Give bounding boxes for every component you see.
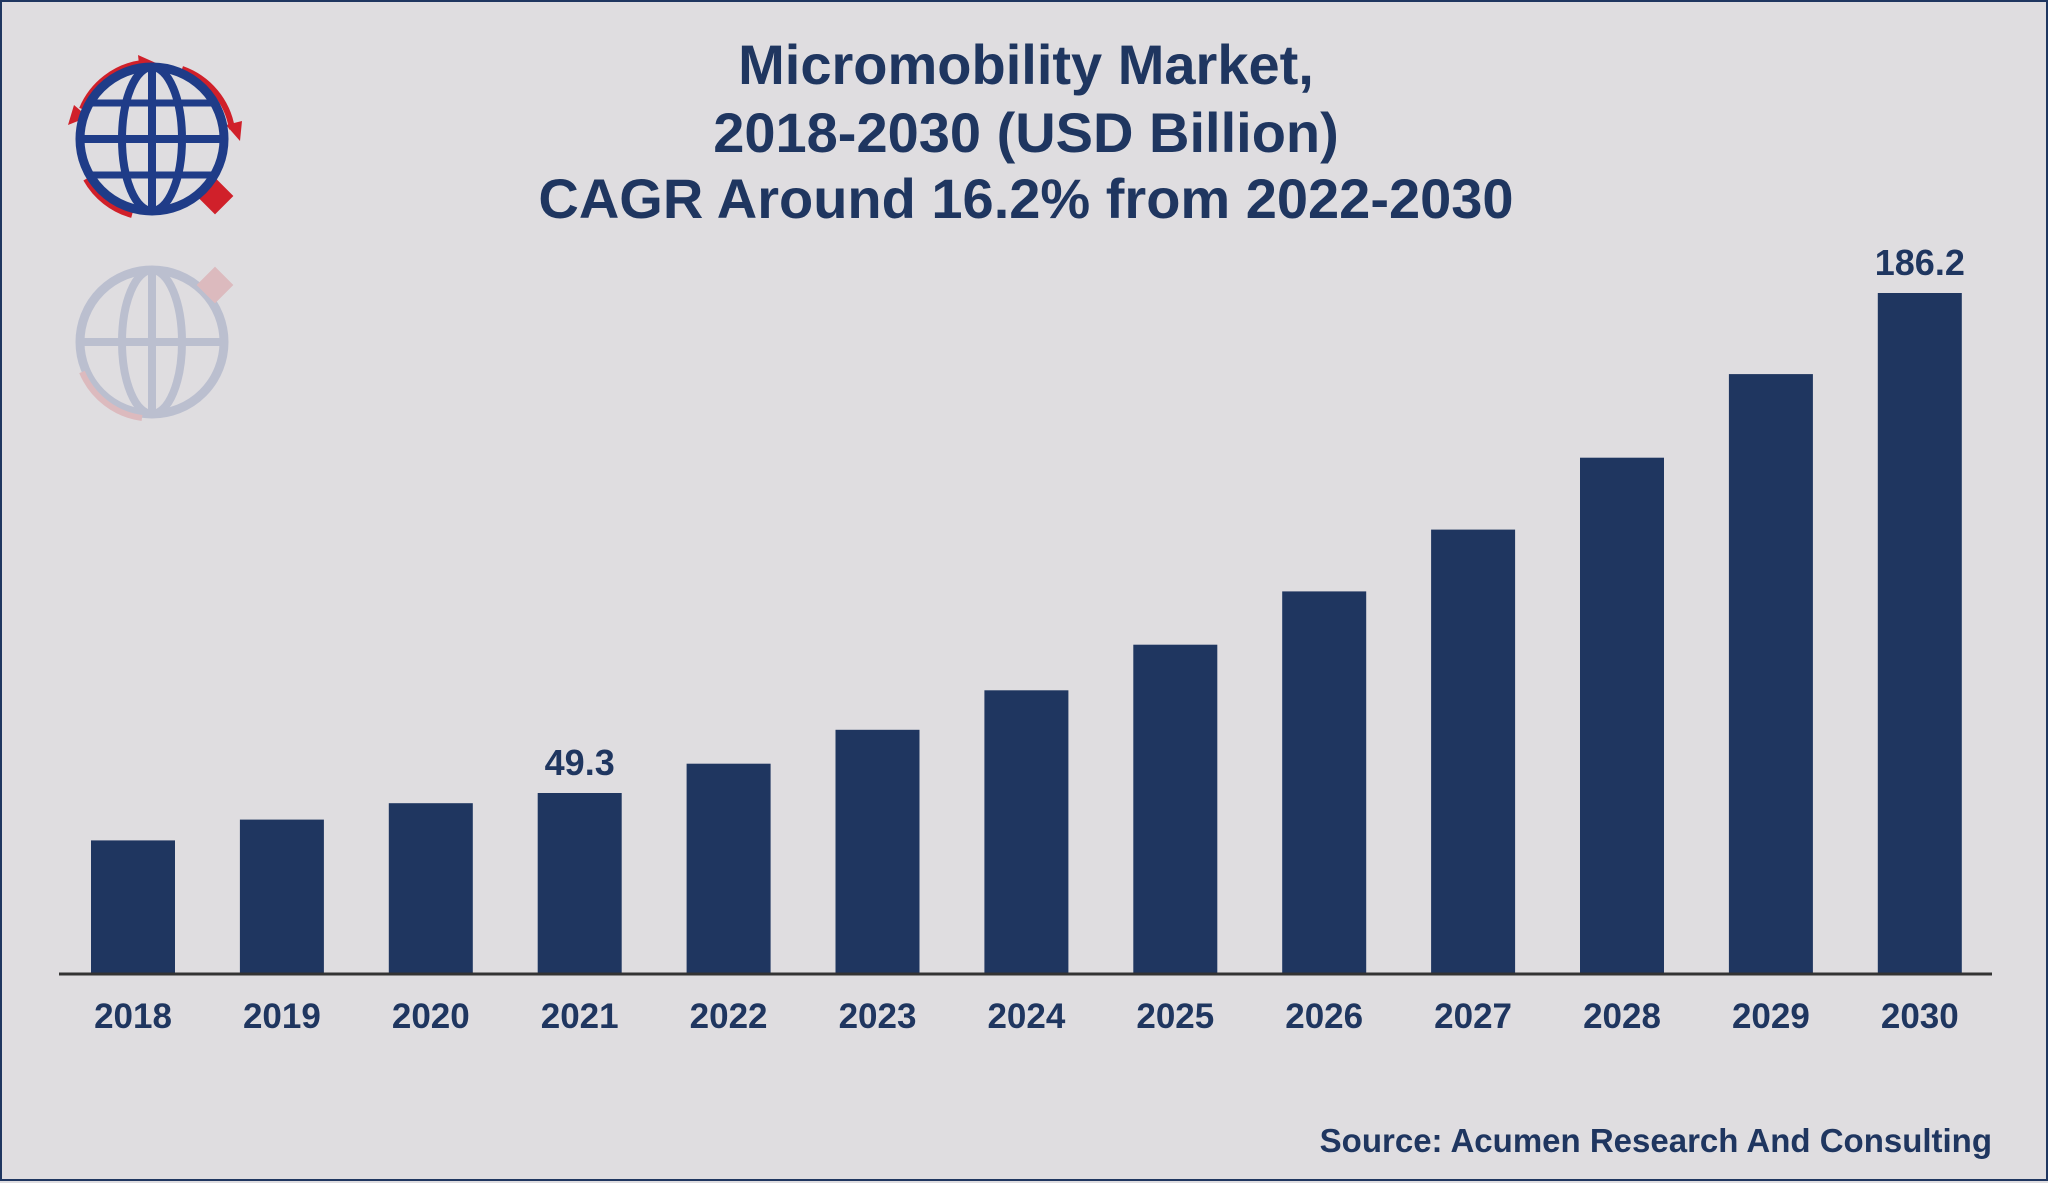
data-label-2030: 186.2 [1875, 242, 1965, 283]
x-tick-label: 2021 [541, 997, 619, 1036]
data-label-2021: 49.3 [545, 742, 615, 783]
x-tick-label: 2024 [987, 997, 1065, 1036]
x-tick-label: 2019 [243, 997, 321, 1036]
x-tick-label: 2030 [1881, 997, 1959, 1036]
bar-2018 [91, 840, 175, 973]
bar-2026 [1282, 591, 1367, 973]
bar-2023 [835, 729, 920, 973]
bar-2024 [984, 690, 1069, 973]
globe-arrows-logo-icon [68, 55, 242, 218]
bar-2020 [388, 803, 473, 973]
x-tick-labels: 2018 2019 2020 2021 2022 2023 2024 2025 2026 2027… [94, 997, 1959, 1036]
bar-2019 [239, 819, 324, 973]
x-tick-label: 2022 [690, 997, 768, 1036]
x-tick-label: 2027 [1434, 997, 1512, 1036]
x-tick-label: 2025 [1136, 997, 1214, 1036]
bar-2021 [537, 793, 622, 973]
chart-title: Micromobility Market, [738, 33, 1314, 96]
chart-subtitle-2: CAGR Around 16.2% from 2022-2030 [538, 167, 1513, 230]
x-tick-label: 2018 [94, 997, 172, 1036]
x-tick-label: 2026 [1285, 997, 1363, 1036]
source-note: Source: Acumen Research And Consulting [1320, 1122, 1992, 1159]
bars-group [91, 293, 1962, 974]
bar-2030 [1877, 293, 1962, 973]
data-labels-group: 49.3 186.2 [545, 242, 1965, 783]
x-tick-label: 2020 [392, 997, 470, 1036]
bar-2029 [1728, 374, 1813, 974]
x-tick-label: 2028 [1583, 997, 1661, 1036]
bar-2022 [686, 763, 771, 973]
bar-2028 [1580, 457, 1664, 973]
bar-2027 [1431, 529, 1516, 973]
chart-subtitle-1: 2018-2030 (USD Billion) [713, 101, 1339, 164]
x-tick-label: 2029 [1732, 997, 1810, 1036]
logo-reflection-icon [75, 265, 234, 421]
bar-2025 [1133, 644, 1218, 973]
x-tick-label: 2023 [839, 997, 917, 1036]
